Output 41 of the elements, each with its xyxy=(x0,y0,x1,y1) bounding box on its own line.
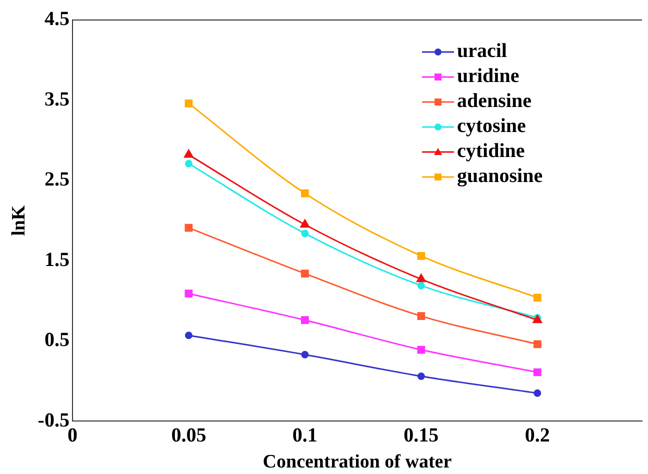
y-tick-label: 1.5 xyxy=(44,248,70,271)
legend-label: cytosine xyxy=(457,115,526,138)
legend-label: adensine xyxy=(457,90,532,112)
point xyxy=(184,100,193,108)
y-tick-label: 0.5 xyxy=(44,329,70,352)
point xyxy=(416,274,426,282)
legend-label: uridine xyxy=(457,65,520,88)
y-tick-label: 2.5 xyxy=(44,168,70,191)
point xyxy=(184,160,192,168)
x-tick-label: 0.15 xyxy=(404,424,439,446)
x-tick-label: 0.2 xyxy=(524,424,550,446)
point xyxy=(533,294,542,302)
legend-label: guanosine xyxy=(457,165,543,188)
point xyxy=(184,290,193,298)
point xyxy=(417,252,426,260)
point xyxy=(417,346,426,354)
x-axis-title: Concentration of water xyxy=(262,452,452,473)
point xyxy=(184,224,193,232)
y-tick-label: 3.5 xyxy=(44,88,70,110)
point xyxy=(533,368,542,376)
point xyxy=(417,282,425,290)
y-tick-label: 4.5 xyxy=(44,8,70,30)
point xyxy=(300,189,309,198)
point xyxy=(301,230,309,238)
y-tick-label: -0.5 xyxy=(38,409,70,432)
x-tick-label: 0.05 xyxy=(171,424,206,446)
point xyxy=(301,350,309,358)
point xyxy=(184,150,194,158)
point xyxy=(417,372,425,380)
legend-label: cytidine xyxy=(457,140,525,162)
x-tick-label: 0.1 xyxy=(292,424,318,446)
point xyxy=(300,219,310,228)
point xyxy=(300,316,309,324)
point xyxy=(184,332,192,340)
point xyxy=(533,340,542,348)
point xyxy=(300,270,309,278)
point xyxy=(534,389,542,397)
point xyxy=(417,312,426,320)
legend-label: uracil xyxy=(457,40,508,62)
y-axis-title: lnK xyxy=(8,205,30,236)
x-tick-label: 0 xyxy=(67,424,78,446)
